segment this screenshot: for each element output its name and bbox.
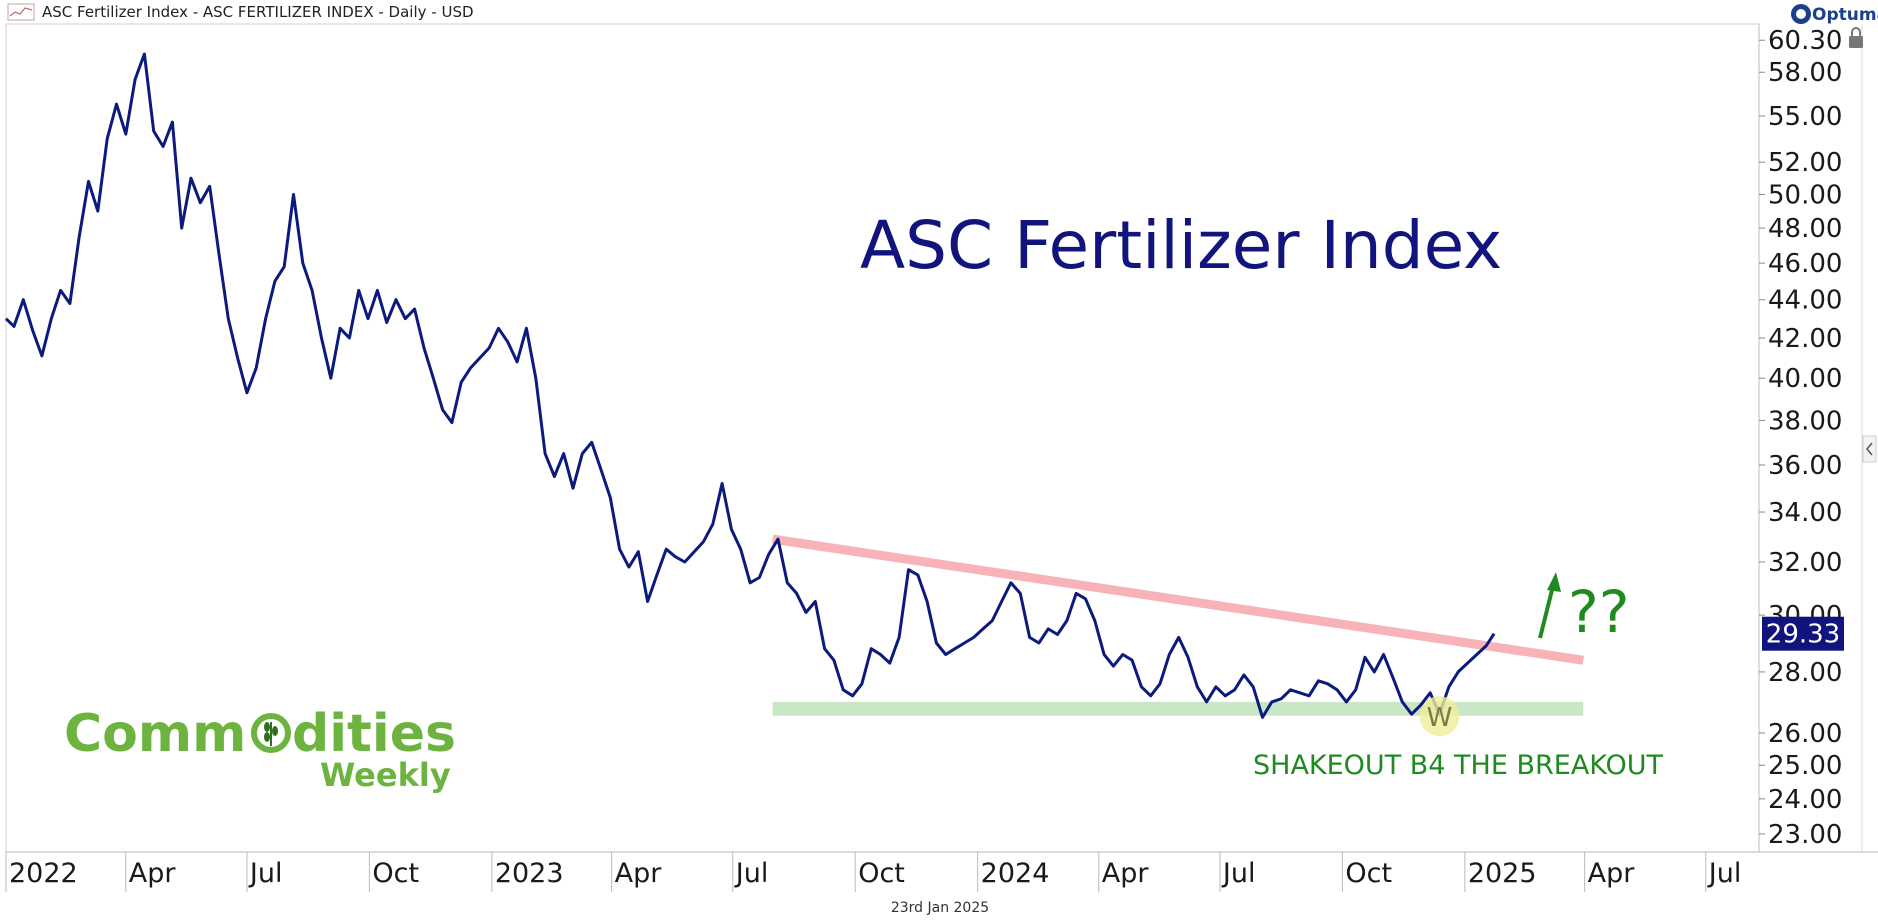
price-series bbox=[4, 52, 1496, 719]
y-tick-label: 34.00 bbox=[1768, 498, 1842, 528]
x-tick-label: Oct bbox=[858, 858, 905, 889]
w-marker: W bbox=[1419, 696, 1460, 737]
x-tick-label: Jul bbox=[1707, 858, 1742, 889]
price-line bbox=[4, 52, 1496, 719]
footer-date: 23rd Jan 2025 bbox=[891, 900, 989, 916]
x-tick-label: 2025 bbox=[1468, 858, 1537, 889]
resistance-trendline bbox=[772, 534, 1584, 665]
collapse-panel-icon[interactable] bbox=[1862, 435, 1877, 463]
question-marks: ?? bbox=[1568, 578, 1630, 646]
support-zone bbox=[772, 701, 1584, 716]
w-marker-letter: W bbox=[1427, 703, 1453, 733]
y-tick-label: 46.00 bbox=[1768, 249, 1842, 279]
lock-icon[interactable] bbox=[1849, 27, 1863, 48]
y-tick-label: 26.00 bbox=[1768, 719, 1842, 749]
wheat-o-icon bbox=[251, 713, 291, 753]
y-tick-label: 60.30 bbox=[1768, 26, 1842, 56]
x-tick-label: Apr bbox=[129, 858, 177, 889]
y-tick-label: 25.00 bbox=[1768, 751, 1842, 781]
y-tick-label: 24.00 bbox=[1768, 785, 1842, 815]
y-tick-label: 38.00 bbox=[1768, 406, 1842, 436]
y-tick-label: 40.00 bbox=[1768, 364, 1842, 394]
y-tick-label: 44.00 bbox=[1768, 286, 1842, 316]
y-tick-label: 28.00 bbox=[1768, 658, 1842, 688]
chart-header: ASC Fertilizer Index - ASC FERTILIZER IN… bbox=[7, 3, 1878, 25]
x-axis: 2022 Apr Jul Oct 2023 Apr Jul Oct 2024 Apr Jul Oct 2… bbox=[5, 852, 1742, 892]
commodities-weekly-logo: Comm dities Weekly bbox=[64, 704, 456, 794]
y-tick-label: 50.00 bbox=[1768, 180, 1842, 210]
instrument-icon bbox=[7, 3, 35, 21]
chart-header-title: ASC Fertilizer Index - ASC FERTILIZER IN… bbox=[42, 3, 474, 21]
x-tick-label: Oct bbox=[372, 858, 419, 889]
last-price-tag: 29.33 bbox=[1762, 616, 1844, 651]
logo-text-dities: dities bbox=[292, 704, 456, 764]
x-tick-label: 2022 bbox=[9, 858, 78, 889]
y-tick-label: 23.00 bbox=[1768, 820, 1842, 850]
y-tick-label: 32.00 bbox=[1768, 548, 1842, 578]
x-tick-label: 2023 bbox=[495, 858, 564, 889]
x-tick-label: Oct bbox=[1345, 858, 1392, 889]
last-price-value: 29.33 bbox=[1766, 620, 1840, 650]
w-marker-circle bbox=[1419, 696, 1460, 737]
x-tick-label: Jul bbox=[734, 858, 769, 889]
y-tick-label: 52.00 bbox=[1768, 148, 1842, 178]
y-tick-label: 58.00 bbox=[1768, 58, 1842, 88]
y-tick-label: 36.00 bbox=[1768, 451, 1842, 481]
x-tick-label: Apr bbox=[615, 858, 663, 889]
y-tick-label: 55.00 bbox=[1768, 102, 1842, 132]
optuma-logo-icon bbox=[1791, 4, 1811, 24]
logo-text-comm: Comm bbox=[64, 704, 246, 764]
x-tick-label: Jul bbox=[1221, 858, 1256, 889]
y-tick-label: 48.00 bbox=[1768, 214, 1842, 244]
y-tick-label: 42.00 bbox=[1768, 324, 1842, 354]
chart-title: ASC Fertilizer Index bbox=[860, 207, 1502, 284]
up-arrow-icon bbox=[1538, 572, 1561, 639]
logo-text-weekly: Weekly bbox=[320, 756, 451, 794]
x-tick-label: 2024 bbox=[981, 858, 1050, 889]
x-tick-label: Apr bbox=[1102, 858, 1150, 889]
annotation-text: SHAKEOUT B4 THE BREAKOUT bbox=[1253, 750, 1664, 781]
last-price-badge bbox=[1762, 616, 1844, 651]
x-tick-label: Jul bbox=[248, 858, 283, 889]
brand-label: Optuma bbox=[1812, 5, 1878, 25]
x-tick-label: Apr bbox=[1588, 858, 1636, 889]
